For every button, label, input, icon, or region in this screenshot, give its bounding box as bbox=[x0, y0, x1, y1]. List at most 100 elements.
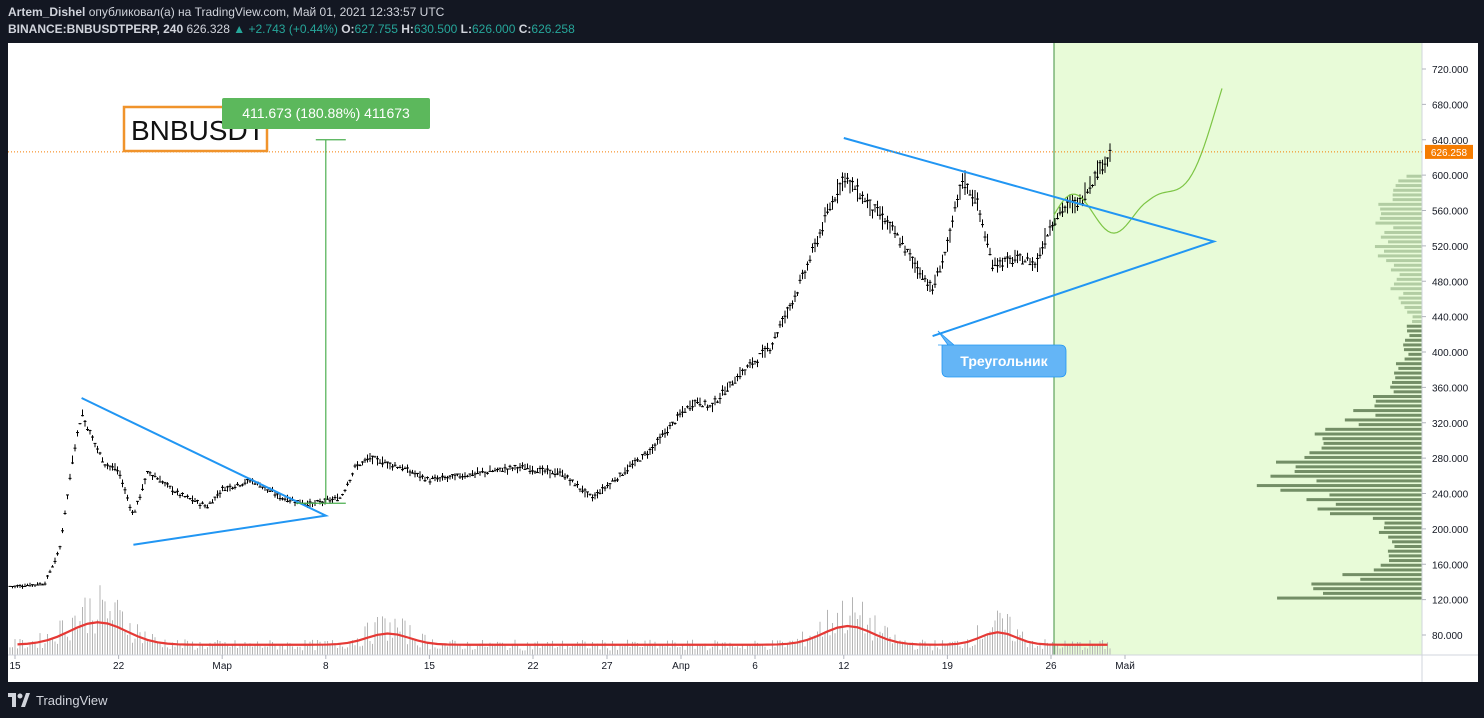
profile-bar bbox=[1372, 516, 1422, 520]
profile-bar bbox=[1386, 259, 1422, 263]
price-tick-label: 80.000 bbox=[1432, 631, 1463, 642]
triangle-callout[interactable] bbox=[937, 330, 1067, 378]
profile-bar bbox=[1398, 366, 1422, 370]
triangle-pattern-2[interactable] bbox=[843, 137, 1218, 338]
close-label: C: bbox=[518, 22, 532, 36]
profile-bar bbox=[1412, 315, 1422, 319]
time-tick-label: Апр bbox=[672, 661, 690, 672]
price-tick-label: 160.000 bbox=[1432, 560, 1469, 571]
profile-bar bbox=[1317, 507, 1422, 511]
price-tick-label: 320.000 bbox=[1432, 419, 1469, 430]
profile-bar bbox=[1374, 245, 1422, 249]
profile-bar bbox=[1403, 348, 1422, 352]
profile-bar bbox=[1342, 573, 1422, 577]
profile-bar bbox=[1277, 596, 1422, 600]
triangle-1-outline bbox=[81, 397, 330, 546]
profile-bar bbox=[1325, 427, 1422, 431]
profile-bar bbox=[1380, 235, 1422, 239]
price-chart[interactable]: BNBUSDT 411.673 (180.88%) 411673 Треугол… bbox=[8, 43, 1478, 682]
volume-ma-line bbox=[17, 621, 1108, 646]
profile-bar bbox=[1388, 554, 1422, 558]
profile-bar bbox=[1375, 221, 1422, 225]
profile-bar bbox=[1313, 587, 1422, 591]
symbol-name[interactable]: BINANCE:BNBUSDTPERP, 240 bbox=[8, 22, 184, 36]
profile-bar bbox=[1375, 413, 1422, 417]
price-axis[interactable]: 80.000 120.000 160.000 200.000 240.000 280.00… bbox=[1422, 65, 1469, 642]
publication-info: Artem_Dishel опубликовал(а) на TradingVi… bbox=[8, 5, 444, 19]
publish-text: опубликовал(а) на TradingView.com, Май 0… bbox=[88, 5, 445, 19]
profile-bar bbox=[1399, 273, 1422, 277]
price-tick-label: 480.000 bbox=[1432, 277, 1469, 288]
profile-bar bbox=[1388, 240, 1422, 244]
price-change: ▲ +2.743 (+0.44%) bbox=[233, 22, 338, 36]
profile-bar bbox=[1321, 446, 1422, 450]
author-name[interactable]: Artem_Dishel bbox=[8, 5, 86, 19]
profile-bar bbox=[1360, 577, 1422, 581]
profile-bar bbox=[1400, 301, 1422, 305]
close-value: 626.258 bbox=[531, 22, 575, 36]
profile-bar bbox=[1306, 498, 1422, 502]
profile-bar bbox=[1390, 268, 1422, 272]
profile-bar bbox=[1358, 423, 1422, 427]
profile-bar bbox=[1379, 216, 1422, 220]
profile-bar bbox=[1409, 334, 1422, 338]
profile-bar bbox=[1323, 441, 1422, 445]
high-label: H: bbox=[401, 22, 414, 36]
price-tick-label: 520.000 bbox=[1432, 242, 1469, 253]
footer-brand[interactable]: TradingView bbox=[8, 690, 108, 710]
profile-bar bbox=[1373, 395, 1422, 399]
time-tick-label: 15 bbox=[9, 661, 21, 672]
profile-bar bbox=[1407, 329, 1422, 333]
profile-bar bbox=[1395, 184, 1422, 188]
volume-profile bbox=[1256, 174, 1422, 600]
time-tick-label: 6 bbox=[752, 661, 758, 672]
profile-bar bbox=[1383, 526, 1422, 530]
price-tick-label: 240.000 bbox=[1432, 490, 1469, 501]
time-tick-label: 8 bbox=[323, 661, 329, 672]
profile-bar bbox=[1393, 226, 1422, 230]
profile-bar bbox=[1384, 249, 1422, 253]
profile-bar bbox=[1353, 409, 1422, 413]
profile-bar bbox=[1323, 591, 1422, 595]
profile-bar bbox=[1393, 188, 1422, 192]
price-tick-label: 560.000 bbox=[1432, 207, 1469, 218]
brand-label: TradingView bbox=[36, 692, 108, 708]
profile-bar bbox=[1389, 559, 1422, 563]
profile-bar bbox=[1344, 418, 1422, 422]
profile-bar bbox=[1378, 202, 1422, 206]
profile-bar bbox=[1387, 549, 1422, 553]
time-tick-label: Мар bbox=[212, 661, 232, 672]
profile-bar bbox=[1381, 212, 1422, 216]
profile-bar bbox=[1256, 484, 1422, 488]
symbol-legend: BINANCE:BNBUSDTPERP, 240 626.328 ▲ +2.74… bbox=[8, 22, 575, 36]
open-value: 627.755 bbox=[354, 22, 398, 36]
profile-bar bbox=[1375, 399, 1422, 403]
profile-bar bbox=[1403, 291, 1422, 295]
price-tag-box bbox=[1425, 144, 1473, 159]
time-tick-label: 15 bbox=[424, 661, 436, 672]
profile-bar bbox=[1335, 502, 1422, 506]
profile-bar bbox=[1392, 380, 1422, 384]
profile-bar bbox=[1309, 451, 1422, 455]
triangle-pattern-1[interactable] bbox=[81, 397, 330, 546]
profile-bar bbox=[1396, 277, 1422, 281]
profile-bar bbox=[1380, 563, 1422, 567]
profile-bar bbox=[1406, 174, 1422, 178]
measure-tool[interactable] bbox=[295, 139, 346, 504]
profile-bar bbox=[1395, 376, 1422, 380]
profile-bar bbox=[1378, 530, 1422, 534]
price-tick-label: 280.000 bbox=[1432, 454, 1469, 465]
profile-bar bbox=[1388, 535, 1422, 539]
profile-bar bbox=[1395, 362, 1422, 366]
profile-bar bbox=[1405, 338, 1422, 342]
profile-bar bbox=[1407, 310, 1422, 314]
time-axis[interactable]: 15 22 Мар 8 15 22 27 Апр 6 12 19 26 Май bbox=[9, 655, 1135, 672]
profile-bar bbox=[1329, 512, 1422, 516]
chart-panel[interactable]: BNBUSDT 411.673 (180.88%) 411673 Треугол… bbox=[8, 43, 1478, 682]
profile-bar bbox=[1392, 193, 1422, 197]
candles bbox=[8, 143, 1112, 589]
profile-bar bbox=[1276, 460, 1422, 464]
measure-label: 411.673 (180.88%) 411673 bbox=[242, 105, 410, 121]
price-tick-label: 680.000 bbox=[1432, 100, 1469, 111]
profile-bar bbox=[1295, 465, 1422, 469]
